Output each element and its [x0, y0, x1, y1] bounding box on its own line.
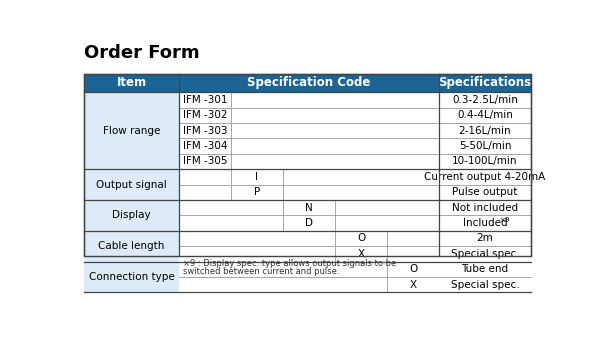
Text: Specification Code: Specification Code	[247, 76, 371, 90]
Bar	[84, 92, 179, 169]
Text: Not included: Not included	[452, 203, 518, 213]
Text: 2m: 2m	[476, 234, 493, 243]
Bar	[84, 74, 531, 256]
Text: D: D	[305, 218, 313, 228]
Text: Cable length: Cable length	[98, 241, 165, 251]
Text: ×9: ×9	[499, 217, 509, 223]
Text: ×9 : Display spec. type allows output signals to be: ×9 : Display spec. type allows output si…	[183, 259, 396, 268]
Text: IFM -302: IFM -302	[182, 110, 227, 120]
Text: Connection type: Connection type	[89, 272, 175, 282]
Text: Pulse output: Pulse output	[452, 187, 518, 197]
Text: IFM -304: IFM -304	[182, 141, 227, 151]
Text: Output signal: Output signal	[96, 179, 167, 190]
Text: 5-50L/min: 5-50L/min	[459, 141, 511, 151]
Text: Order Form: Order Form	[84, 44, 200, 63]
Bar	[84, 74, 179, 92]
Bar	[439, 74, 531, 92]
Bar	[84, 262, 179, 292]
Text: switched between current and pulse.: switched between current and pulse.	[183, 267, 339, 276]
Bar	[179, 262, 439, 292]
Text: O: O	[409, 264, 418, 274]
Text: Display: Display	[112, 210, 151, 220]
Text: I: I	[256, 172, 259, 182]
Text: Item: Item	[116, 76, 146, 90]
Text: 0.4-4L/min: 0.4-4L/min	[457, 110, 513, 120]
Text: 2-16L/min: 2-16L/min	[458, 126, 511, 136]
Bar	[84, 231, 179, 262]
Text: P: P	[254, 187, 260, 197]
Bar	[179, 169, 439, 200]
Text: 0.3-2.5L/min: 0.3-2.5L/min	[452, 95, 518, 105]
Bar	[84, 200, 179, 231]
Bar	[179, 92, 439, 169]
Bar	[439, 169, 531, 200]
Text: IFM -305: IFM -305	[182, 156, 227, 166]
Text: Special spec.: Special spec.	[451, 249, 519, 259]
Bar	[84, 169, 179, 200]
Text: Specifications: Specifications	[439, 76, 532, 90]
Text: O: O	[357, 234, 365, 243]
Bar	[439, 200, 531, 231]
Bar	[179, 74, 439, 92]
Text: Included: Included	[463, 218, 507, 228]
Text: IFM -301: IFM -301	[182, 95, 227, 105]
Bar	[439, 262, 531, 292]
Bar	[439, 231, 531, 262]
Text: IFM -303: IFM -303	[182, 126, 227, 136]
Text: N: N	[305, 203, 313, 213]
Text: X: X	[410, 280, 417, 290]
Text: Current output 4-20mA: Current output 4-20mA	[424, 172, 545, 182]
Text: Special spec.: Special spec.	[451, 280, 519, 290]
Text: 10-100L/min: 10-100L/min	[452, 156, 518, 166]
Text: Tube end: Tube end	[461, 264, 509, 274]
Bar	[179, 231, 439, 262]
Text: Flow range: Flow range	[103, 126, 160, 136]
Bar	[179, 200, 439, 231]
Bar	[439, 92, 531, 169]
Text: X: X	[358, 249, 365, 259]
